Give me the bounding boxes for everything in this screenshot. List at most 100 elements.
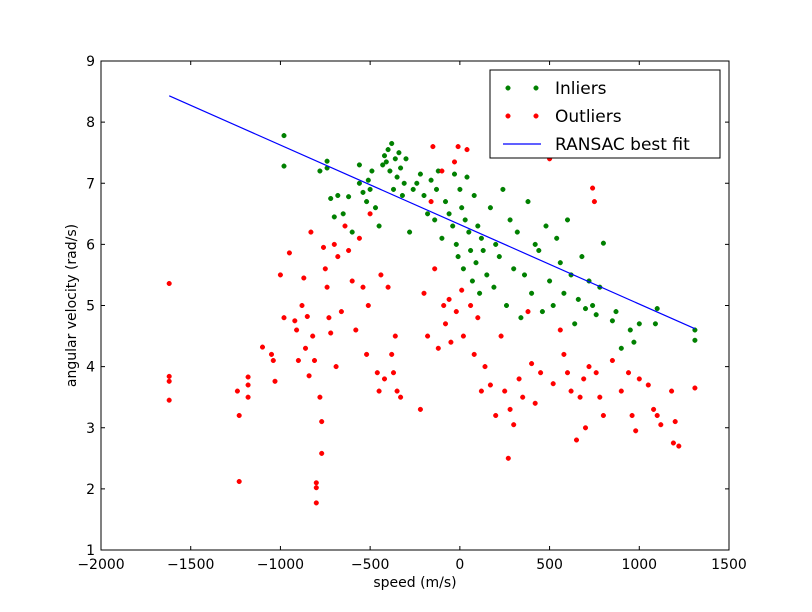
legend-marker-outliers [505,113,511,119]
outliers-point [310,333,316,339]
outliers-point [670,440,676,446]
outliers-point [385,284,391,290]
y-tick-label: 4 [86,360,95,376]
outliers-point [272,378,278,384]
outliers-point [378,272,384,278]
outliers-point [356,235,362,241]
outliers-point [376,388,382,394]
outliers-point [390,370,397,376]
outliers-point [600,412,606,419]
inliers-point [572,321,578,327]
x-tick-label: 1000 [621,557,657,573]
legend-marker-inliers [505,85,511,91]
inliers-point [579,254,585,260]
inliers-point [390,186,397,192]
inliers-point [380,162,386,168]
inliers-point [561,290,567,296]
inliers-point [372,205,379,211]
inliers-point [457,186,463,192]
outliers-point [299,302,305,309]
outliers-point [421,290,427,296]
inliers-point [428,177,434,183]
outliers-point [259,344,266,350]
legend-marker-outliers [533,113,539,119]
outliers-point [319,450,325,456]
inliers-point [493,241,499,247]
y-tick-label: 7 [86,176,95,192]
inliers-point [389,140,395,147]
outliers-point [532,400,538,406]
outliers-point [564,370,571,376]
y-tick-label: 2 [86,482,95,498]
legend-label-inliers: Inliers [555,79,607,99]
inliers-point [590,302,596,309]
inliers-point [529,290,535,296]
outliers-point [338,309,344,315]
inliers-point [364,199,370,205]
inliers-point [425,211,431,217]
inliers-point [407,229,413,235]
outliers-point [398,394,404,400]
inliers-point [543,223,549,229]
outliers-point [618,388,624,394]
inliers-point [340,211,346,217]
inliers-point [613,309,619,315]
tick-layer: −2000 −1500 −1000 −500 0 500 1000 1500 1 2 3 4 5 6 7 8 9 [77,54,747,573]
inliers-point [600,240,606,246]
outliers-point [328,330,334,336]
x-axis-label: speed (m/s) [373,575,456,591]
outliers-point [292,318,298,324]
outliers-point [324,284,330,290]
x-tick-label: 1500 [711,557,747,573]
outliers-point [586,364,592,370]
outliers-point [294,327,300,333]
inliers-point [365,177,371,183]
y-tick-label: 5 [86,299,95,315]
outliers-point [281,315,287,321]
outliers-point [245,394,251,400]
outliers-point [577,394,583,400]
outliers-point [302,345,309,351]
outliers-point [360,284,366,290]
inliers-point [462,217,468,223]
outliers-point [590,185,596,191]
outliers-point [482,364,488,370]
inliers-point [518,315,524,321]
inliers-point [396,150,402,156]
inliers-point [627,327,633,333]
outliers-point [320,244,327,250]
outliers-point [487,382,493,388]
inliers-point [394,174,400,180]
y-tick-label: 1 [86,543,95,559]
inliers-point [487,205,493,211]
outliers-point [609,357,615,364]
inliers-point [401,180,407,186]
outliers-point [507,406,513,412]
outliers-point [557,327,563,333]
y-tick-label: 3 [86,421,95,437]
inliers-point [480,247,486,254]
outliers-point [442,321,449,327]
inliers-point [317,168,323,174]
inliers-point [346,194,352,200]
outliers-point [460,333,466,339]
inliers-point [636,321,642,327]
outliers-point [313,480,319,486]
outliers-point [451,159,458,165]
inliers-point [442,199,449,205]
outliers-point [342,223,348,229]
outliers-point [322,266,328,272]
outliers-point [331,241,337,247]
inliers-point [564,217,571,223]
outliers-point [597,394,603,400]
outliers-point [432,266,438,272]
outliers-point [308,229,314,235]
outliers-point [448,339,454,345]
outliers-point [645,382,651,388]
outliers-point [319,419,325,425]
inliers-point [500,186,506,192]
outliers-point [166,280,172,287]
inliers-point [387,168,393,174]
outliers-point [346,247,352,254]
outliers-point [428,199,434,205]
